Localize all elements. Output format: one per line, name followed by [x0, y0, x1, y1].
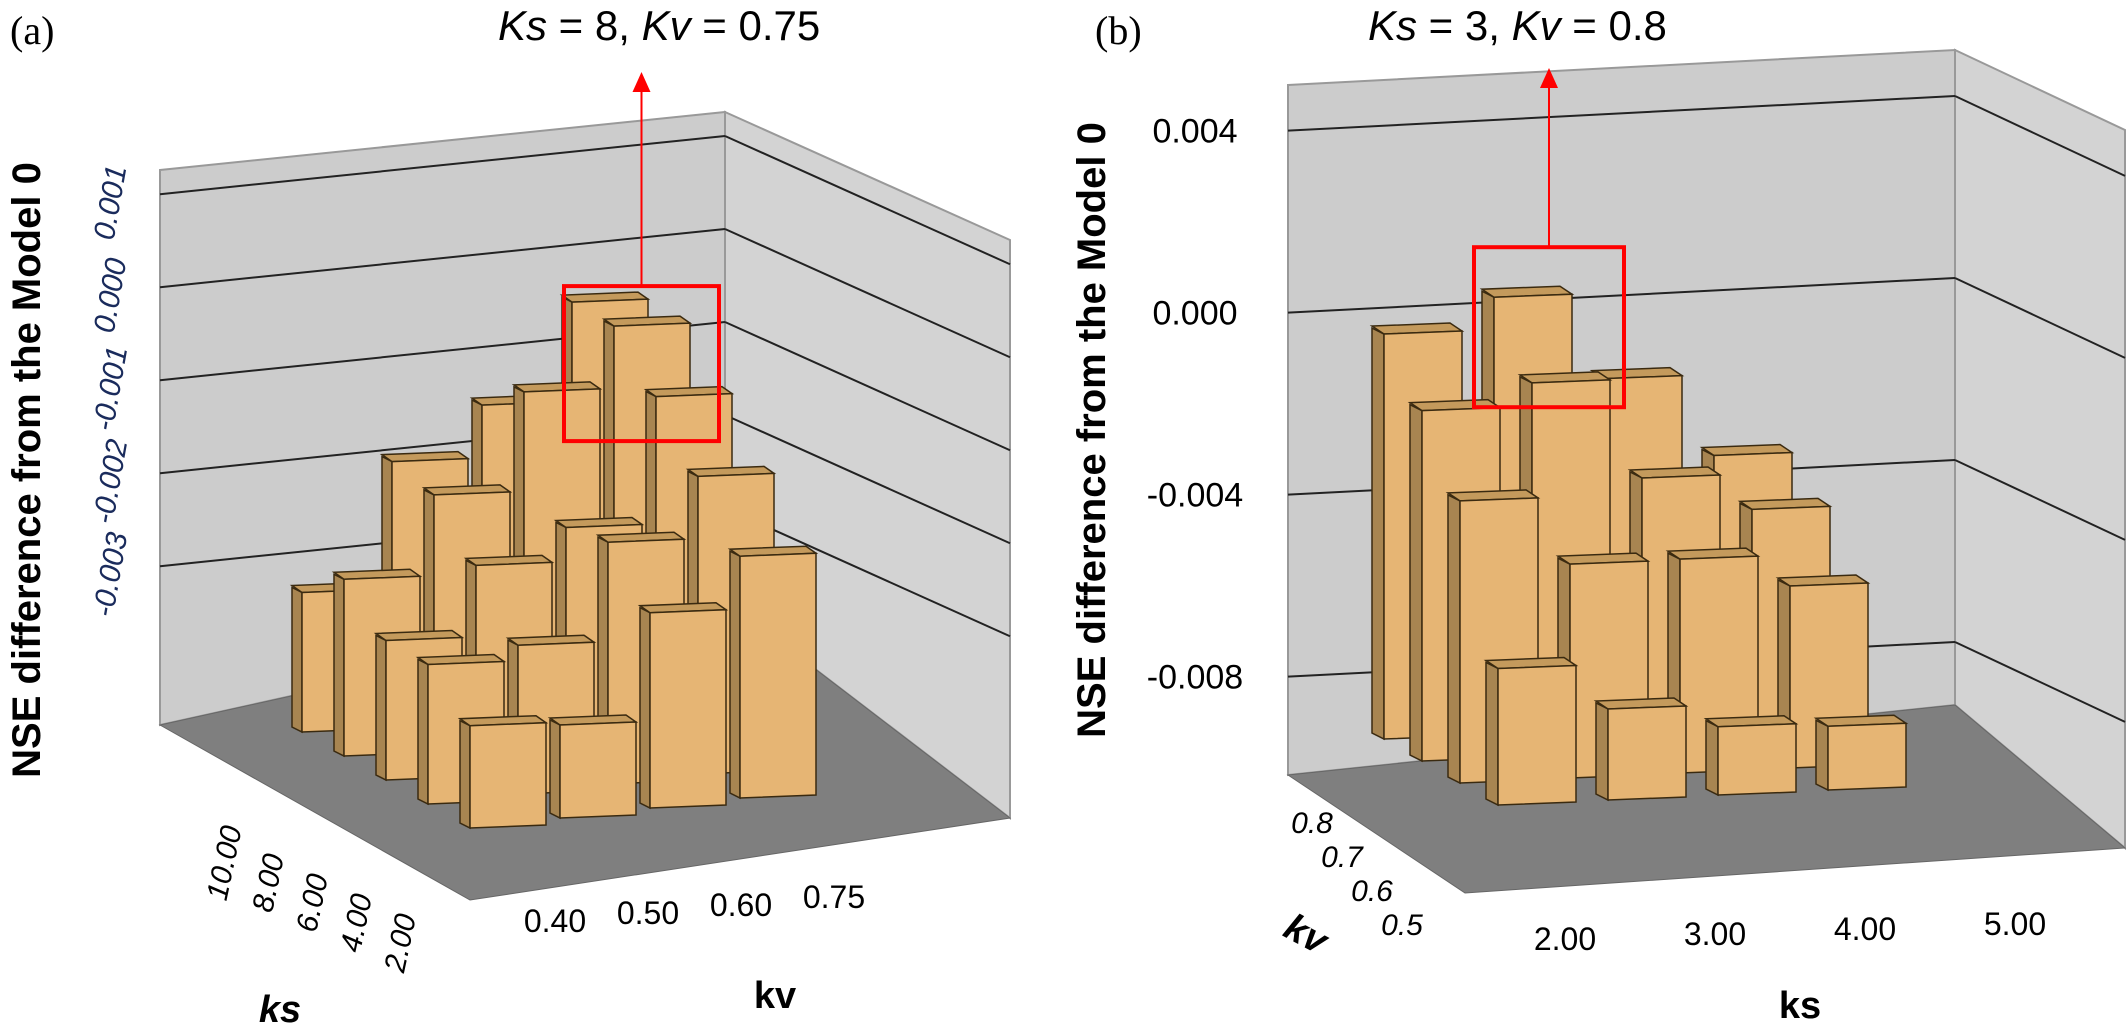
- x-tick-label: 0.60: [710, 887, 772, 923]
- bar-side: [1447, 493, 1461, 785]
- grid-line: [1954, 459, 2126, 541]
- grid-line: [159, 135, 726, 196]
- bar: [739, 552, 817, 799]
- bar: [1497, 664, 1577, 806]
- z-tick-label: 0.8: [1291, 807, 1333, 840]
- bar: [1607, 705, 1687, 801]
- z-axis-label-a: ks: [259, 989, 301, 1031]
- bar-side: [1485, 661, 1499, 807]
- x-axis-label-a: kv: [754, 975, 796, 1017]
- x-ticks-b: 2.00 3.00 4.00 5.00: [1534, 906, 2046, 957]
- bar-side: [639, 606, 651, 810]
- grid-line: [724, 414, 1011, 545]
- z-tick-label: 10.00: [201, 823, 249, 904]
- bar-side: [1705, 719, 1719, 797]
- x-tick-label: 2.00: [1534, 921, 1596, 957]
- grid-line: [159, 228, 726, 289]
- y-ticks-a: -0.003-0.002-0.001 0.000 0.001: [87, 163, 134, 620]
- bar-side: [375, 634, 387, 782]
- z-tick-label: 4.00: [334, 891, 378, 955]
- y-tick-label: 0.000: [88, 255, 134, 335]
- annotation-b: Ks = 3, Kv = 0.8: [1368, 2, 1667, 49]
- x-tick-label: 0.40: [524, 903, 586, 939]
- highlight-arrow-head: [632, 72, 651, 92]
- x-tick-label: 0.75: [803, 879, 865, 915]
- chart-panel-a: -0.003-0.002-0.001 0.000 0.001 0.40 0.50 0.6…: [5, 2, 1012, 1031]
- y-tick-label: -0.001: [87, 344, 134, 434]
- z-tick-label: 0.7: [1321, 841, 1364, 874]
- bar: [1717, 722, 1797, 796]
- bar-side: [1815, 719, 1829, 792]
- highlight-b: [1472, 68, 1626, 410]
- x-tick-label: 5.00: [1984, 906, 2046, 942]
- bars-b: [1369, 285, 1909, 807]
- grid-line: [724, 321, 1011, 452]
- annotation-a: Ks = 8, Kv = 0.75: [498, 2, 820, 49]
- bar-side: [291, 586, 303, 734]
- bar-side: [333, 573, 345, 758]
- z-tick-label: 6.00: [290, 871, 334, 935]
- bar-side: [729, 549, 741, 800]
- bar: [559, 721, 637, 819]
- panel-label-b: (b): [1095, 8, 1142, 53]
- y-tick-label: 0.001: [88, 163, 134, 243]
- bar-side: [417, 658, 429, 806]
- x-tick-label: 4.00: [1834, 911, 1896, 947]
- panel-label-a: (a): [10, 8, 54, 53]
- grid-line: [1287, 95, 1956, 132]
- z-ticks-b: 0.80.70.60.5: [1291, 807, 1423, 942]
- z-axis-label-b: kv: [1277, 906, 1336, 964]
- highlight-arrow-head: [1540, 68, 1558, 88]
- z-tick-label: 0.6: [1351, 875, 1393, 908]
- x-ticks-a: 0.40 0.50 0.60 0.75: [524, 879, 865, 939]
- z-tick-label: 2.00: [378, 911, 423, 976]
- y-axis-label-b: NSE difference from the Model 0: [1070, 122, 1114, 738]
- z-tick-label: 8.00: [246, 851, 290, 915]
- bar: [1827, 722, 1907, 791]
- y-tick-label: -0.008: [1147, 659, 1243, 697]
- z-tick-label: 0.5: [1381, 909, 1423, 942]
- x-tick-label: 3.00: [1684, 916, 1746, 952]
- grid-line: [1287, 277, 1956, 314]
- bar-side: [1409, 403, 1423, 763]
- y-tick-label: -0.004: [1147, 477, 1243, 515]
- bar-side: [1371, 326, 1385, 741]
- bar-side: [549, 718, 561, 820]
- y-tick-label: 0.000: [1152, 295, 1237, 333]
- highlight-a: [562, 72, 721, 444]
- y-ticks-b: -0.008 -0.004 0.000 0.004: [1147, 113, 1243, 697]
- y-tick-label: -0.003: [87, 529, 134, 619]
- y-tick-label: -0.002: [87, 436, 134, 526]
- bar: [649, 608, 727, 809]
- bar: [469, 721, 547, 829]
- x-tick-label: 0.50: [617, 895, 679, 931]
- bars-a: [289, 291, 819, 830]
- grid-line: [1954, 641, 2126, 723]
- grid-line: [724, 228, 1011, 359]
- y-tick-label: 0.004: [1152, 113, 1237, 151]
- bar-side: [459, 719, 471, 830]
- grid-line: [1954, 277, 2126, 359]
- bar-side: [1595, 701, 1609, 802]
- y-axis-label-a: NSE difference from the Model 0: [5, 162, 49, 778]
- x-axis-label-b: ks: [1779, 985, 1821, 1027]
- grid-line: [1954, 95, 2126, 177]
- grid-line: [724, 135, 1011, 266]
